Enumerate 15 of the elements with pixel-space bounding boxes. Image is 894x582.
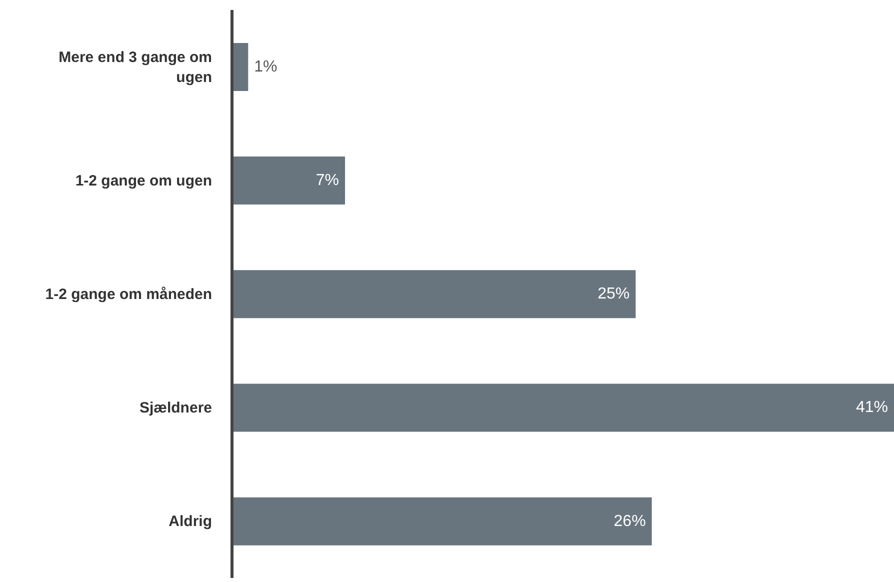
bar bbox=[232, 497, 652, 546]
data-label: 25% bbox=[598, 286, 630, 303]
y-tick-label: 1-2 gange om ugen bbox=[75, 172, 212, 189]
bar bbox=[232, 42, 248, 91]
y-tick-label: 1-2 gange om måneden bbox=[45, 286, 212, 302]
data-label: 26% bbox=[614, 512, 646, 530]
bar bbox=[232, 270, 636, 318]
bar bbox=[232, 156, 346, 205]
y-tick-label: Mere end 3 gange om ugen bbox=[58, 48, 212, 86]
data-label: 7% bbox=[316, 172, 340, 190]
y-tick-label: Aldrig bbox=[168, 512, 212, 530]
bar bbox=[232, 384, 894, 432]
data-label: 1% bbox=[254, 58, 278, 76]
data-label: 41% bbox=[856, 399, 888, 416]
y-tick-label: Sjældnere bbox=[139, 399, 212, 416]
